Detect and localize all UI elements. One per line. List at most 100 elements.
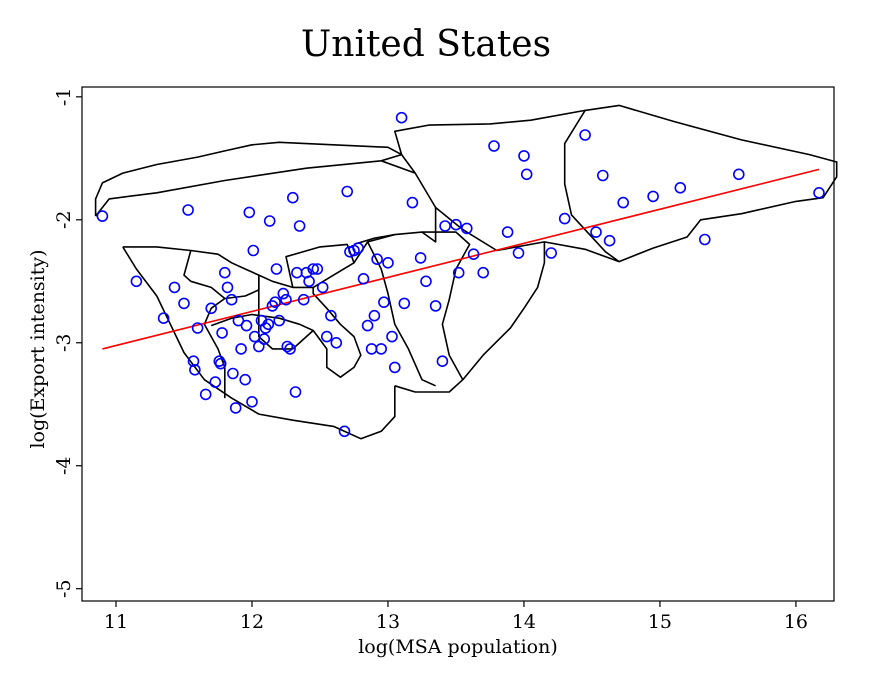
data-point xyxy=(488,140,500,152)
data-point xyxy=(579,129,591,141)
data-point xyxy=(219,266,231,279)
data-point xyxy=(297,293,310,306)
data-point xyxy=(239,373,251,386)
data-point xyxy=(406,196,419,209)
data-point xyxy=(262,318,275,331)
data-point xyxy=(558,212,571,225)
region-outline-13 xyxy=(366,241,436,387)
data-point xyxy=(439,220,451,232)
data-point xyxy=(698,233,711,246)
data-point xyxy=(477,266,490,279)
data-point xyxy=(252,340,265,353)
data-point xyxy=(214,357,227,370)
data-point xyxy=(414,252,427,264)
data-point xyxy=(178,297,190,310)
x-tick-label: 13 xyxy=(376,611,400,633)
data-point xyxy=(303,275,315,288)
data-point xyxy=(235,343,247,355)
data-point xyxy=(371,253,383,266)
data-point xyxy=(199,388,212,401)
data-point xyxy=(221,281,234,294)
chart-title: United States xyxy=(301,24,551,65)
data-point xyxy=(674,182,687,194)
data-point xyxy=(375,343,388,355)
data-point xyxy=(603,234,616,247)
data-point xyxy=(361,319,374,332)
data-point xyxy=(227,367,239,380)
data-point xyxy=(130,275,143,288)
data-point xyxy=(209,376,222,388)
x-tick-label: 15 xyxy=(648,611,672,633)
region-outline-1 xyxy=(394,104,838,263)
y-tick-label: -1 xyxy=(53,88,75,107)
data-point xyxy=(225,293,238,306)
data-point xyxy=(205,302,217,315)
x-tick-label: 16 xyxy=(784,611,808,633)
data-point xyxy=(518,150,530,162)
data-point xyxy=(420,275,432,288)
data-point xyxy=(273,314,286,327)
data-point xyxy=(243,206,256,219)
region-outline-6 xyxy=(122,207,437,289)
data-point xyxy=(216,327,228,339)
data-point xyxy=(307,263,320,275)
data-point xyxy=(352,242,364,254)
data-point xyxy=(378,296,390,309)
data-point xyxy=(450,218,462,231)
data-point xyxy=(382,256,394,269)
data-point xyxy=(357,272,370,285)
data-point xyxy=(246,395,258,408)
region-outline-2 xyxy=(563,109,620,263)
data-point xyxy=(311,263,324,275)
y-tick-label: -3 xyxy=(53,334,75,353)
data-point xyxy=(398,297,411,310)
data-point xyxy=(96,210,109,222)
data-point xyxy=(395,111,408,124)
x-tick-label: 14 xyxy=(512,611,536,633)
data-point xyxy=(368,309,381,322)
data-point xyxy=(289,386,302,398)
data-point xyxy=(240,319,253,332)
data-point xyxy=(388,361,401,374)
data-point xyxy=(316,281,329,294)
x-axis-label: log(MSA population) xyxy=(358,636,558,658)
data-point xyxy=(286,191,299,204)
data-point xyxy=(168,281,181,294)
data-point xyxy=(647,190,659,203)
region-outline-8 xyxy=(203,297,226,399)
data-point xyxy=(452,266,465,279)
regions-layer xyxy=(94,104,838,440)
region-outline-11 xyxy=(285,243,355,288)
data-point xyxy=(293,220,306,232)
data-point xyxy=(269,296,281,309)
data-point xyxy=(467,248,480,260)
data-point xyxy=(291,266,303,279)
data-point xyxy=(281,340,294,353)
data-point xyxy=(501,226,514,238)
data-point xyxy=(284,343,296,355)
data-point xyxy=(325,309,337,322)
data-point xyxy=(429,300,442,312)
data-point xyxy=(157,312,170,325)
data-point xyxy=(277,287,290,300)
data-points-layer xyxy=(96,111,825,438)
region-outline-9 xyxy=(210,287,362,378)
y-tick-label: -4 xyxy=(53,456,75,475)
data-point xyxy=(320,330,333,343)
region-outline-5 xyxy=(394,241,546,393)
data-point xyxy=(596,169,609,182)
region-outline-0 xyxy=(94,141,403,217)
region-outline-3 xyxy=(380,160,416,174)
y-tick-label: -2 xyxy=(53,211,75,230)
data-point xyxy=(258,333,271,345)
data-point xyxy=(280,293,292,306)
data-point xyxy=(436,355,449,368)
data-point xyxy=(330,336,343,349)
data-point xyxy=(512,247,525,259)
x-axis: 11 12 13 14 15 16 xyxy=(104,601,808,633)
data-point xyxy=(617,196,630,209)
region-outline-4 xyxy=(122,246,396,440)
data-point xyxy=(232,314,245,327)
